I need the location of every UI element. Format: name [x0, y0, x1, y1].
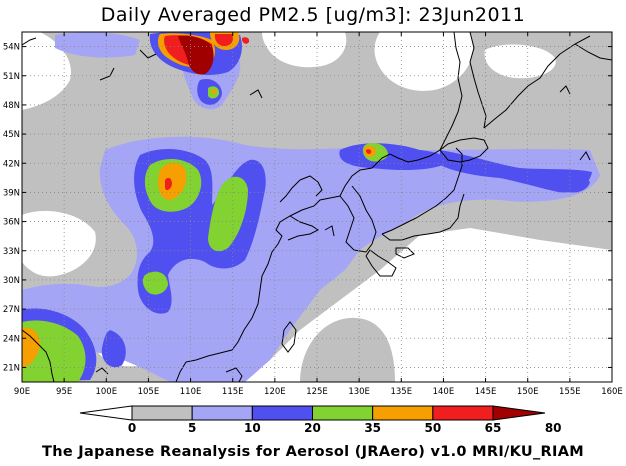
legend-swatch-low	[79, 405, 133, 421]
lat-tick-label: 27N	[3, 305, 20, 315]
map-footer: The Japanese Reanalysis for Aerosol (JRA…	[42, 444, 584, 460]
lat-tick-label: 51N	[3, 72, 20, 82]
lon-tick-label: 120E	[264, 387, 286, 397]
lat-tick-label: 48N	[3, 101, 20, 111]
lon-tick-label: 140E	[433, 387, 455, 397]
lon-tick-label: 105E	[138, 387, 160, 397]
legend-swatch-high	[492, 405, 546, 421]
coastlines	[22, 32, 612, 382]
legend-swatch	[312, 405, 374, 421]
legend-label: 20	[304, 421, 321, 435]
band-80-plus	[178, 35, 214, 75]
legend-swatch	[251, 405, 313, 421]
lat-tick-label: 45N	[3, 130, 20, 140]
legend-label: 0	[128, 421, 136, 435]
legend-swatch	[432, 405, 494, 421]
legend-label: 10	[244, 421, 261, 435]
pm25-map: 90E 95E 100E 105E 110E 115E 120E 125E 130E 135E 14…	[3, 31, 623, 435]
longitude-axis: 90E 95E 100E 105E 110E 115E 120E 125E 130E 135E 14…	[14, 32, 623, 397]
lat-tick-label: 33N	[3, 247, 20, 257]
map-title: Daily Averaged PM2.5 [ug/m3]: 23Jun2011	[100, 4, 526, 26]
lon-tick-label: 95E	[56, 387, 72, 397]
lon-tick-label: 135E	[390, 387, 412, 397]
lon-tick-label: 100E	[95, 387, 117, 397]
lon-tick-label: 130E	[348, 387, 370, 397]
lon-tick-label: 110E	[180, 387, 202, 397]
lon-tick-label: 160E	[601, 387, 623, 397]
legend-label: 35	[364, 421, 381, 435]
lon-tick-label: 145E	[475, 387, 497, 397]
lon-tick-label: 115E	[222, 387, 244, 397]
lon-tick-label: 90E	[14, 387, 30, 397]
lat-tick-label: 42N	[3, 159, 20, 169]
lat-tick-label: 39N	[3, 188, 20, 198]
lat-tick-label: 21N	[3, 363, 20, 373]
lon-tick-label: 155E	[559, 387, 581, 397]
legend-swatch	[191, 405, 253, 421]
lon-tick-label: 125E	[306, 387, 328, 397]
latitude-axis: 21N 24N 27N 30N 33N 36N 39N 42N 45N 48N 51N 54N	[3, 43, 612, 373]
legend-label: 80	[545, 421, 562, 435]
lat-tick-label: 36N	[3, 218, 20, 228]
legend-label: 65	[485, 421, 502, 435]
color-legend: 0 5 10 20 35 50 65 80	[79, 405, 562, 435]
concentration-field	[22, 32, 612, 382]
lon-tick-label: 150E	[517, 387, 539, 397]
legend-swatch	[372, 405, 434, 421]
legend-swatch	[131, 405, 193, 421]
legend-label: 50	[424, 421, 441, 435]
clean-regions	[22, 32, 612, 382]
lat-tick-label: 30N	[3, 276, 20, 286]
legend-label: 5	[188, 421, 196, 435]
lat-tick-label: 24N	[3, 334, 20, 344]
lat-tick-label: 54N	[3, 43, 20, 53]
